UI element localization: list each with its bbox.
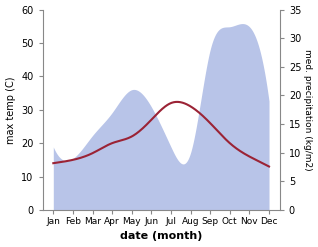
Y-axis label: max temp (C): max temp (C) [5,76,16,144]
Y-axis label: med. precipitation (kg/m2): med. precipitation (kg/m2) [303,49,313,171]
X-axis label: date (month): date (month) [120,231,202,242]
